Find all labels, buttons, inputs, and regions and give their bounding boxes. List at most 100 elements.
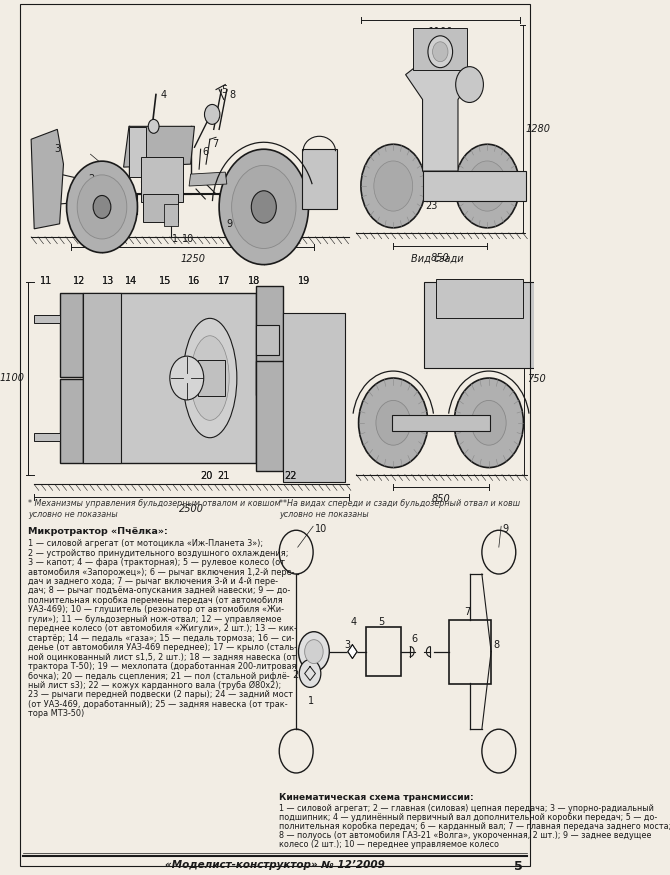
Text: 5: 5	[222, 85, 228, 94]
Text: денье (от автомобиля УАЗ-469 переднее); 17 — крыло (сталь-: денье (от автомобиля УАЗ-469 переднее); …	[28, 643, 297, 652]
Circle shape	[468, 161, 507, 211]
Text: 2: 2	[292, 669, 299, 680]
Text: 9: 9	[502, 524, 509, 535]
Text: ный лист s3); 22 — кожух карданного вала (труба Ø80х2);: ный лист s3); 22 — кожух карданного вала…	[28, 681, 281, 690]
Text: * Механизмы управления бульдозерным отвалом и ковшом
условно не показаны: * Механизмы управления бульдозерным отва…	[28, 500, 281, 519]
Text: переднее колесо (от автомобиля «Жигули», 2 шт.); 13 — кик-: переднее колесо (от автомобиля «Жигули»,…	[28, 624, 297, 634]
Text: 1 — силовой агрегат (от мотоцикла «Иж-Планета 3»);: 1 — силовой агрегат (от мотоцикла «Иж-Пл…	[28, 539, 263, 549]
Text: 11: 11	[40, 276, 53, 285]
Ellipse shape	[183, 318, 237, 438]
Circle shape	[170, 356, 204, 400]
Text: 22: 22	[285, 471, 297, 480]
Polygon shape	[31, 130, 64, 228]
Text: 2: 2	[88, 174, 94, 184]
Circle shape	[148, 119, 159, 133]
Text: 1280: 1280	[526, 124, 551, 134]
Text: 1100: 1100	[0, 373, 25, 383]
Bar	[392, 415, 490, 430]
Text: полнительная коробка перемены передач (от автомобиля: полнительная коробка перемены передач (о…	[28, 596, 283, 605]
Circle shape	[299, 632, 330, 671]
Text: 1 — силовой агрегат; 2 — главная (силовая) цепная передача; 3 — упорно-радиальны: 1 — силовой агрегат; 2 — главная (силова…	[279, 804, 654, 813]
Text: 750: 750	[527, 374, 546, 384]
Text: бочка); 20 — педаль сцепления; 21 — пол (стальной рифлё-: бочка); 20 — педаль сцепления; 21 — пол …	[28, 671, 289, 681]
Text: (от УАЗ-469, доработанный); 25 — задняя навеска (от трак-: (от УАЗ-469, доработанный); 25 — задняя …	[28, 700, 287, 709]
Text: 24: 24	[475, 418, 487, 428]
Text: 20: 20	[200, 471, 212, 480]
Text: 7: 7	[464, 607, 470, 617]
Text: 8: 8	[493, 640, 500, 649]
Text: гули»); 11 — бульдозерный нож-отвал; 12 — управляемое: гули»); 11 — бульдозерный нож-отвал; 12 …	[28, 615, 281, 624]
Text: **На видах спереди и сзади бульдозерный отвал и ковш
условно не показаны: **На видах спереди и сзади бульдозерный …	[279, 500, 521, 519]
Circle shape	[455, 144, 520, 228]
Text: полнительная коробка передач; 6 — карданный вал; 7 — главная передача заднего мо: полнительная коробка передач; 6 — кардан…	[279, 822, 670, 831]
Text: 17: 17	[218, 276, 230, 285]
Text: 1100: 1100	[427, 27, 453, 37]
Bar	[256, 326, 279, 355]
Bar	[449, 620, 491, 684]
Text: 22: 22	[285, 471, 297, 480]
Text: 23: 23	[425, 201, 438, 211]
Text: 14: 14	[125, 276, 137, 285]
Text: 18: 18	[249, 276, 261, 285]
Text: 20: 20	[200, 471, 212, 480]
Text: 17: 17	[218, 276, 230, 285]
Text: 12: 12	[73, 276, 85, 285]
Bar	[60, 293, 82, 377]
Text: 2500: 2500	[179, 504, 204, 514]
Bar	[256, 361, 283, 471]
Text: 4: 4	[161, 89, 167, 100]
Circle shape	[251, 191, 276, 223]
Text: 1: 1	[172, 234, 178, 244]
Text: 19: 19	[297, 276, 310, 285]
Text: 19: 19	[297, 276, 310, 285]
Bar	[34, 433, 60, 441]
Text: 6: 6	[202, 147, 208, 158]
Text: 6: 6	[412, 634, 418, 644]
Bar	[283, 313, 345, 482]
Text: 16: 16	[188, 276, 200, 285]
Text: 21: 21	[218, 471, 230, 480]
Polygon shape	[348, 645, 357, 659]
Circle shape	[66, 161, 137, 253]
Bar	[198, 360, 225, 396]
Text: 15: 15	[159, 276, 172, 285]
Circle shape	[472, 401, 506, 445]
Circle shape	[358, 378, 428, 467]
Text: 7: 7	[212, 139, 218, 150]
Text: 15: 15	[159, 276, 172, 285]
Circle shape	[428, 36, 453, 67]
Text: «Моделист-конструктор» № 12’2009: «Моделист-конструктор» № 12’2009	[165, 859, 385, 870]
Text: 8: 8	[229, 89, 235, 100]
Text: 16: 16	[188, 276, 200, 285]
Text: 8 — полуось (от автомобиля ГАЗ-21 «Волга», укороченная, 2 шт.); 9 — заднее ведущ: 8 — полуось (от автомобиля ГАЗ-21 «Волга…	[279, 831, 652, 840]
Circle shape	[433, 42, 448, 61]
Text: 9: 9	[227, 219, 233, 229]
Text: 2 — устройство принудительного воздушного охлаждения;: 2 — устройство принудительного воздушног…	[28, 549, 289, 557]
Bar	[413, 28, 467, 70]
Text: 13: 13	[102, 276, 115, 285]
Text: 1250: 1250	[180, 254, 205, 263]
Text: 5: 5	[378, 617, 384, 626]
Text: 1: 1	[308, 696, 314, 706]
Text: 25: 25	[396, 418, 409, 428]
Polygon shape	[405, 60, 475, 172]
Text: УАЗ-469); 10 — глушитель (резонатор от автомобиля «Жи-: УАЗ-469); 10 — глушитель (резонатор от а…	[28, 606, 284, 614]
Text: 850: 850	[431, 494, 450, 504]
Text: Вид сзади: Вид сзади	[411, 254, 464, 263]
Text: дач и заднего хода; 7 — рычаг включения 3-й и 4-й пере-: дач и заднего хода; 7 — рычаг включения …	[28, 577, 278, 586]
Text: автомобиля «Запорожец»); 6 — рычаг включения 1,2-й пере-: автомобиля «Запорожец»); 6 — рычаг включ…	[28, 568, 295, 577]
Text: колесо (2 шт.); 10 — переднее управляемое колесо: колесо (2 шт.); 10 — переднее управляемо…	[279, 840, 499, 850]
Polygon shape	[123, 126, 194, 167]
Circle shape	[376, 401, 411, 445]
Circle shape	[77, 175, 127, 239]
Bar	[256, 285, 283, 395]
Circle shape	[454, 378, 523, 467]
Text: Микротрактор «Пчёлка»:: Микротрактор «Пчёлка»:	[28, 528, 168, 536]
Text: 4: 4	[351, 617, 357, 626]
Circle shape	[93, 195, 111, 219]
Text: 3 — капот; 4 — фара (тракторная); 5 — рулевое колесо (от: 3 — капот; 4 — фара (тракторная); 5 — ру…	[28, 558, 285, 567]
Bar	[82, 293, 256, 463]
Text: 23 — рычаги передней подвески (2 пары); 24 — задний мост: 23 — рычаги передней подвески (2 пары); …	[28, 690, 293, 699]
Text: Кинематическая схема трансмиссии:: Кинематическая схема трансмиссии:	[279, 793, 474, 802]
Circle shape	[232, 165, 296, 248]
